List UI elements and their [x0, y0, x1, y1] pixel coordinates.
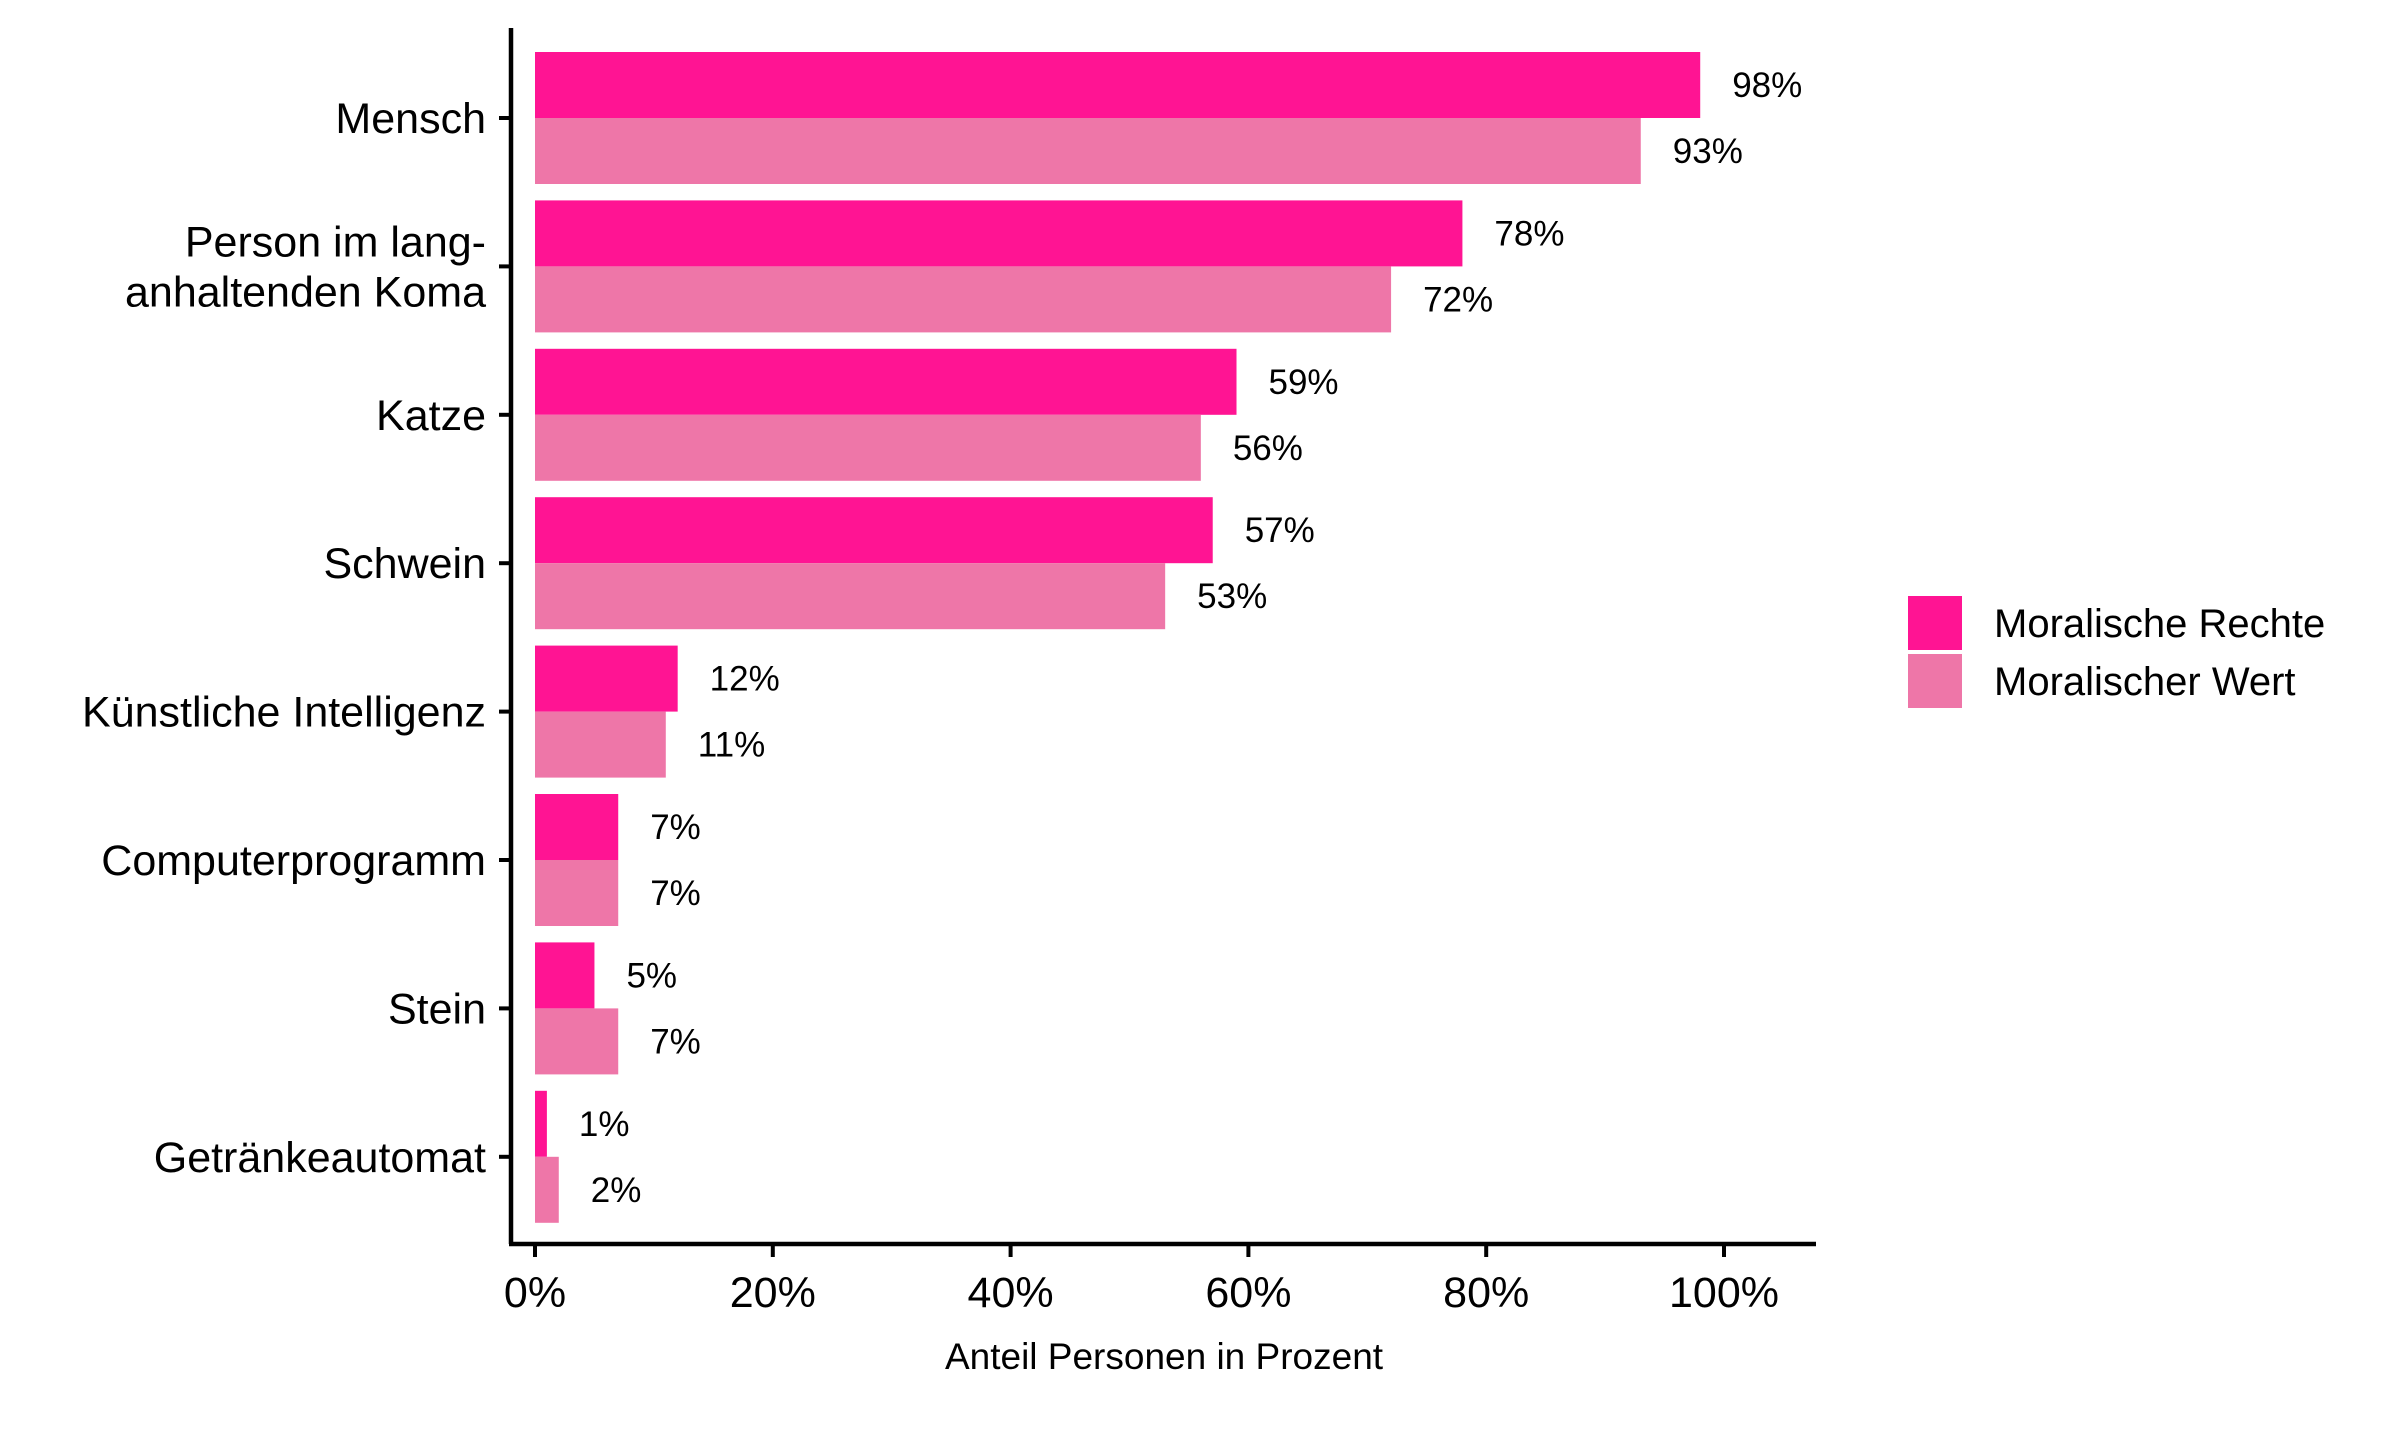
value-label: 98% — [1732, 66, 1802, 105]
value-label: 93% — [1673, 132, 1743, 171]
category-label: Computerprogramm — [101, 837, 486, 885]
bar-rechte-6 — [535, 942, 595, 1009]
value-label: 7% — [650, 808, 701, 847]
legend-label-wert: Moralischer Wert — [1994, 660, 2296, 704]
bar-wert-2 — [535, 414, 1201, 481]
axes-group — [508, 28, 1816, 1247]
value-label: 53% — [1197, 577, 1267, 616]
value-label: 7% — [650, 874, 701, 913]
bar-rechte-5 — [535, 794, 619, 860]
x-tick-label: 100% — [1669, 1269, 1779, 1317]
value-label: 12% — [710, 660, 780, 699]
value-label: 2% — [591, 1171, 642, 1210]
value-label: 11% — [698, 726, 765, 765]
value-label: 78% — [1494, 214, 1564, 253]
bar-wert-3 — [535, 563, 1166, 630]
value-label: 7% — [650, 1022, 701, 1061]
category-label-line: Computerprogramm — [101, 837, 486, 885]
bar-wert-6 — [535, 1008, 619, 1075]
x-tick-label: 0% — [504, 1269, 566, 1317]
legend-swatch-rechte — [1908, 596, 1962, 650]
category-label: Getränkeautomat — [154, 1134, 486, 1182]
value-labels-group: 98% 93% 78%72% 59% 56% 57% 53% 12% 11% 7% 7% 5% 7% 1%… — [579, 66, 1802, 1210]
value-label: 57% — [1245, 511, 1315, 550]
category-label: Stein — [388, 985, 486, 1033]
legend-label-rechte: Moralische Rechte — [1994, 602, 2325, 646]
bar-wert-7 — [535, 1156, 559, 1223]
bar-rechte-7 — [535, 1090, 547, 1157]
value-label: 1% — [579, 1105, 630, 1144]
legend-swatch-wert — [1908, 654, 1962, 708]
category-label-line: Getränkeautomat — [154, 1134, 486, 1182]
x-tick-label: 80% — [1443, 1269, 1529, 1317]
category-labels-group: Mensch Person im lang-anhaltenden Koma Kat… — [82, 95, 511, 1182]
category-label-line: Schwein — [323, 540, 486, 588]
bar-wert-0 — [535, 118, 1641, 184]
bar-wert-4 — [535, 711, 666, 778]
bar-wert-5 — [535, 860, 619, 926]
category-label: Person im lang-anhaltenden Koma — [125, 218, 486, 316]
value-label: 5% — [626, 956, 677, 995]
bar-wert-1 — [535, 266, 1392, 333]
x-tick-label: 20% — [730, 1269, 816, 1317]
legend: Moralische Rechte Moralischer Wert — [1908, 596, 2325, 708]
bar-rechte-0 — [535, 52, 1701, 118]
category-label-line: Katze — [376, 392, 486, 440]
category-label: Katze — [376, 392, 486, 440]
category-label-line: Stein — [388, 985, 486, 1033]
category-label-line: Person im lang- — [185, 218, 486, 266]
category-label: Mensch — [335, 95, 486, 143]
value-label: 72% — [1423, 280, 1493, 319]
x-tick-label: 60% — [1205, 1269, 1291, 1317]
category-label: Künstliche Intelligenz — [82, 689, 486, 737]
category-label-line: anhaltenden Koma — [125, 268, 486, 316]
bar-rechte-4 — [535, 645, 678, 712]
bar-rechte-1 — [535, 200, 1463, 267]
x-tick-label: 40% — [968, 1269, 1054, 1317]
category-label-line: Künstliche Intelligenz — [82, 689, 486, 737]
value-label: 59% — [1269, 363, 1339, 402]
bars-group — [535, 52, 1701, 1223]
category-label: Schwein — [323, 540, 486, 588]
category-label-line: Mensch — [335, 95, 486, 143]
value-label: 56% — [1233, 429, 1303, 468]
bar-rechte-3 — [535, 497, 1213, 564]
x-ticks-group: 0% 20% 40% 60% 80% 100% — [504, 1244, 1779, 1317]
bar-rechte-2 — [535, 348, 1237, 415]
x-axis-title: Anteil Personen in Prozent — [945, 1336, 1384, 1377]
